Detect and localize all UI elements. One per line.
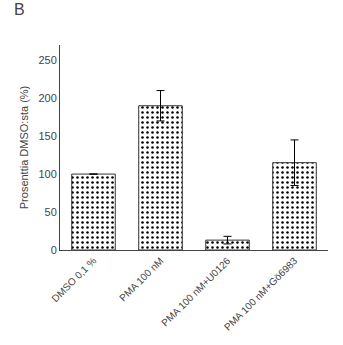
svg-text:0: 0 <box>51 244 57 256</box>
svg-text:250: 250 <box>38 54 56 66</box>
svg-text:200: 200 <box>38 92 56 104</box>
svg-text:PMA 100 nM+U0126: PMA 100 nM+U0126 <box>159 255 233 329</box>
svg-text:100: 100 <box>38 168 56 180</box>
svg-text:DMSO 0,1 %: DMSO 0,1 % <box>49 255 98 304</box>
svg-text:150: 150 <box>38 130 56 142</box>
svg-text:PMA 100 nM+Gö6983: PMA 100 nM+Gö6983 <box>222 255 300 333</box>
svg-text:50: 50 <box>45 206 57 218</box>
svg-text:B: B <box>14 1 25 18</box>
svg-text:PMA 100 nM: PMA 100 nM <box>117 255 165 303</box>
svg-text:Prosenttia DMSO:sta (%): Prosenttia DMSO:sta (%) <box>18 86 30 209</box>
